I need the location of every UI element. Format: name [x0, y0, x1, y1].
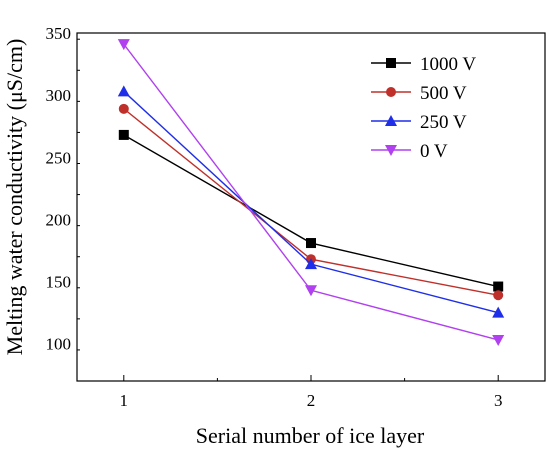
data-point-1000v: [118, 129, 129, 140]
legend: 1000 V 500 V 250 V 0 V: [371, 54, 476, 162]
legend-item-500v: 500 V: [371, 83, 467, 104]
data-point-0v: [492, 334, 505, 346]
data-point-250v: [117, 85, 130, 97]
legend-item-0v: 0 V: [371, 141, 448, 162]
series-layer: [117, 39, 505, 346]
data-point-250v: [305, 258, 317, 270]
series-250v: [117, 85, 505, 318]
series-500v: [118, 103, 504, 301]
legend-label-0v: 0 V: [420, 141, 448, 162]
x-tick-label: 3: [494, 391, 503, 410]
x-tick-label: 1: [120, 391, 129, 410]
legend-marker-1000v: [386, 58, 396, 68]
data-point-250v: [492, 306, 505, 318]
data-point-500v: [118, 103, 129, 114]
x-axis-title: Serial number of ice layer: [196, 423, 425, 448]
y-tick-label: 250: [46, 148, 72, 167]
y-tick-label: 350: [46, 24, 72, 43]
data-point-500v: [493, 290, 504, 301]
x-tick-label: 2: [307, 391, 316, 410]
legend-marker-500v: [386, 87, 396, 97]
legend-label-250v: 250 V: [420, 112, 467, 133]
data-point-0v: [305, 285, 317, 297]
plot-frame: [76, 32, 546, 382]
legend-item-250v: 250 V: [371, 112, 467, 133]
legend-item-1000v: 1000 V: [371, 54, 476, 75]
axes: 100 150 200 250 300 350 1 2 3: [46, 24, 546, 410]
series-0v: [117, 39, 505, 346]
data-point-1000v: [493, 281, 504, 292]
legend-marker-0v: [385, 145, 397, 156]
series-1000v: [118, 129, 504, 292]
y-axis-title: Melting water conductivity (μS/cm): [2, 39, 27, 356]
legend-label-1000v: 1000 V: [420, 54, 476, 75]
y-tick-label: 150: [46, 273, 72, 292]
data-point-0v: [117, 39, 130, 51]
legend-label-500v: 500 V: [420, 83, 467, 104]
y-tick-label: 200: [46, 210, 72, 229]
y-tick-label: 300: [46, 86, 72, 105]
y-tick-label: 100: [46, 335, 72, 354]
legend-marker-250v: [385, 115, 397, 126]
data-point-1000v: [306, 238, 316, 249]
